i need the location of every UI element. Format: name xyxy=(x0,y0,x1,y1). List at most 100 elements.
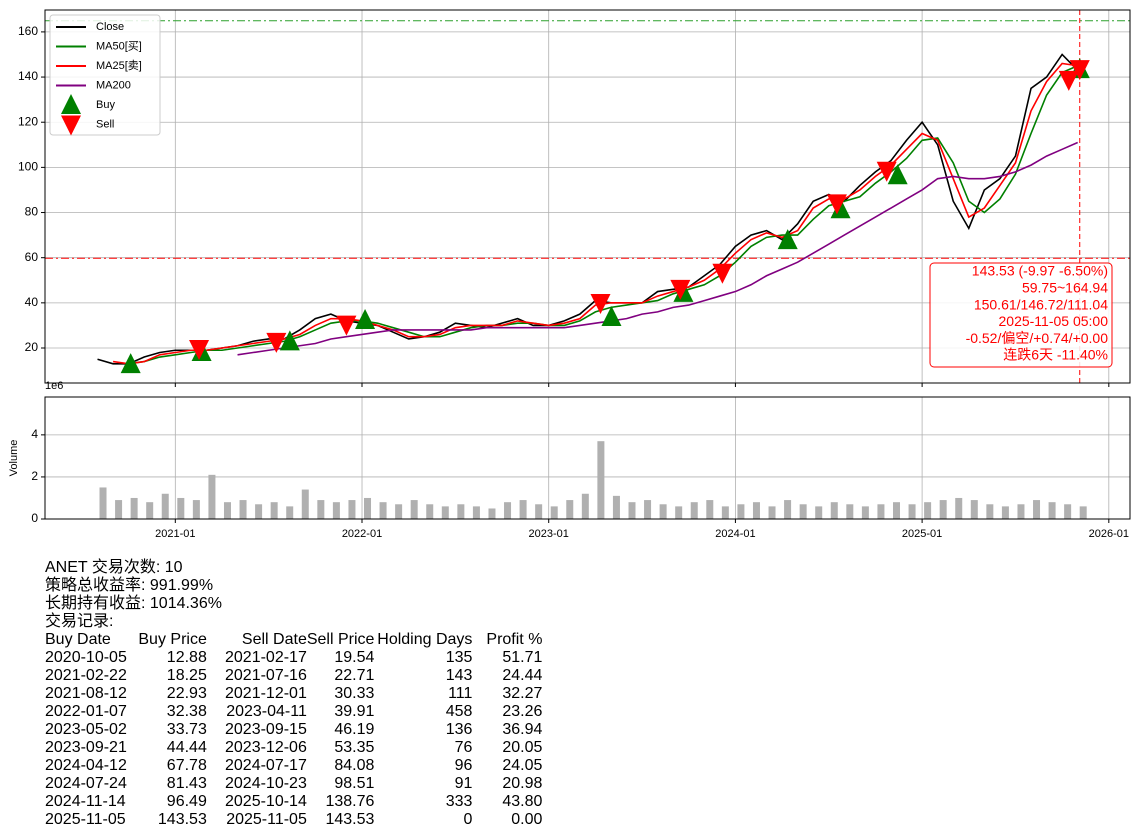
table-cell: 143 xyxy=(445,667,473,684)
table-row: 2020-10-05 12.88 2021-02-17 19.54 135 51.71 xyxy=(45,649,542,667)
table-cell: 23.26 xyxy=(502,703,543,720)
volume-bar xyxy=(830,502,838,519)
volume-bar xyxy=(364,497,372,519)
table-cell: 2025-10-14 xyxy=(225,793,307,810)
volume-bar xyxy=(706,500,714,519)
annotation-box xyxy=(929,262,1113,368)
table-cell: 24.44 xyxy=(502,667,543,684)
table-cell: 2024-11-14 xyxy=(45,793,126,810)
table-cell: 135 xyxy=(445,649,473,666)
table-row: 2022-01-07 32.38 2023-04-11 39.91 458 23.26 xyxy=(45,703,542,721)
volume-bar xyxy=(659,504,667,519)
legend-label: MA25[卖] xyxy=(96,59,142,72)
annotation-text: 150.61/146.72/111.04 xyxy=(974,296,1108,312)
table-row: 2025-11-05 143.53 2025-11-05 143.53 0 0.00 xyxy=(45,811,542,829)
table-cell: 2025-11-05 xyxy=(45,811,126,828)
table-row: 2023-09-21 44.44 2023-12-06 53.35 76 20.05 xyxy=(45,739,542,757)
table-cell: 138.76 xyxy=(325,793,375,810)
table-cell: 2023-09-21 xyxy=(45,739,127,756)
volume-bar xyxy=(457,504,465,519)
line-series xyxy=(237,141,1079,356)
table-cell: 2021-08-12 xyxy=(45,685,127,702)
table-cell: 22.93 xyxy=(166,685,207,702)
volume-bar xyxy=(1048,502,1056,519)
volume-bar xyxy=(519,500,527,519)
volume-bar xyxy=(223,502,231,519)
header-cell: Holding Days xyxy=(377,631,473,648)
volume-bar xyxy=(566,500,574,519)
table-cell: 2025-11-05 xyxy=(226,811,307,828)
table-cell: 143.53 xyxy=(325,811,375,828)
y-tick-label: 20 xyxy=(25,340,39,354)
volume-bar xyxy=(721,506,729,519)
volume-bar xyxy=(1001,506,1009,519)
volume-bar xyxy=(488,508,496,519)
volume-bar xyxy=(581,493,589,519)
volume-bar xyxy=(644,500,652,519)
table-cell: 32.27 xyxy=(502,685,543,702)
volume-bar xyxy=(892,502,900,519)
table-cell: 333 xyxy=(445,793,473,810)
table-cell: 2021-12-01 xyxy=(225,685,307,702)
table-row: 2023-05-02 33.73 2023-09-15 46.19 136 36.94 xyxy=(45,721,542,739)
volume-bar xyxy=(815,506,823,519)
plot-area xyxy=(45,10,1130,383)
table-cell: 96.49 xyxy=(166,793,207,810)
table-cell: 2024-07-17 xyxy=(225,757,307,774)
volume-bar xyxy=(130,497,138,519)
volume-bar xyxy=(970,500,978,519)
table-cell: 2020-10-05 xyxy=(45,649,127,666)
volume-bar xyxy=(208,474,216,519)
volume-bar xyxy=(768,506,776,519)
plot-area xyxy=(99,441,1087,519)
volume-bar xyxy=(99,487,107,519)
volume-bar xyxy=(1033,500,1041,519)
y-axis-label: Volume xyxy=(8,440,20,477)
table-cell: 0 xyxy=(463,811,473,828)
table-cell: 33.73 xyxy=(166,721,207,738)
volume-bar xyxy=(255,504,263,519)
volume-bar xyxy=(239,500,247,519)
table-cell: 2022-01-07 xyxy=(45,703,127,720)
y-offset-label: 1e6 xyxy=(45,380,63,392)
y-tick-label: 120 xyxy=(18,114,38,128)
table-cell: 43.80 xyxy=(502,793,543,810)
table-cell: 91 xyxy=(454,775,473,792)
x-tick-label: 2026-01 xyxy=(1089,528,1129,540)
volume-bar xyxy=(332,502,340,519)
table-cell: 143.53 xyxy=(157,811,207,828)
table-cell: 96 xyxy=(454,757,473,774)
marker-down xyxy=(1058,70,1079,91)
marker-up xyxy=(830,198,851,219)
table-row: 2024-07-24 81.43 2024-10-23 98.51 91 20.98 xyxy=(45,775,542,793)
volume-bar xyxy=(395,504,403,519)
volume-bar xyxy=(877,504,885,519)
volume-bar xyxy=(301,489,309,519)
legend-label: Sell xyxy=(96,118,114,130)
marker-down xyxy=(266,332,287,353)
volume-bar xyxy=(410,500,418,519)
volume-bar xyxy=(690,502,698,519)
axes-frame xyxy=(44,9,1131,384)
x-tick-label: 2024-01 xyxy=(715,528,755,540)
volume-bar xyxy=(908,504,916,519)
volume-bar xyxy=(146,502,154,519)
marker-down xyxy=(1069,60,1090,81)
table-cell: 22.71 xyxy=(334,667,375,684)
summary: ANET 交易次数: 10 策略总收益率: 991.99% 长期持有收益: 1014… xyxy=(45,559,542,829)
header-cell: Buy Date xyxy=(45,631,111,648)
table-cell: 136 xyxy=(445,721,473,738)
volume-bar xyxy=(737,504,745,519)
table-cell: 2021-07-16 xyxy=(225,667,307,684)
y-tick-label: 2 xyxy=(31,469,38,483)
table-row: 2021-02-22 18.25 2021-07-16 22.71 143 24.44 xyxy=(45,667,542,685)
volume-bar xyxy=(939,500,947,519)
table-cell: 44.44 xyxy=(166,739,207,756)
x-tick-label: 2021-01 xyxy=(155,528,195,540)
volume-bar xyxy=(675,506,683,519)
summary-line: 长期持有收益: 1014.36% xyxy=(45,595,222,612)
volume-bar xyxy=(612,495,620,519)
table-cell: 111 xyxy=(448,685,473,702)
summary-line: ANET 交易次数: 10 xyxy=(45,559,183,576)
annotation-text: 连跌6天 -11.40% xyxy=(1003,347,1108,363)
